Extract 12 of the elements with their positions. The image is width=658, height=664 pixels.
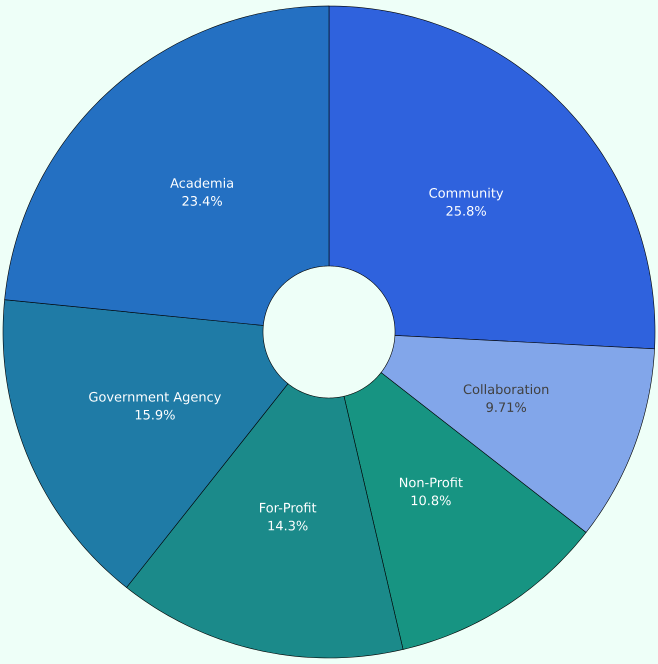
data-label: 9.71%: [486, 402, 526, 412]
data-label: 14.3%: [268, 520, 308, 530]
data-label: 15.9%: [136, 410, 175, 420]
slice-label: Government Agency: [89, 392, 221, 404]
slice-label: Community: [429, 188, 504, 200]
data-label: 10.8%: [412, 495, 451, 506]
slice-label: Academia: [170, 178, 233, 188]
slice-label: For-Profit: [260, 502, 316, 513]
data-label: 25.8%: [446, 206, 486, 216]
slice-label: Collaboration: [464, 384, 548, 394]
slice-label: Non-Profit: [400, 477, 463, 488]
data-label: 23.4%: [182, 196, 222, 206]
